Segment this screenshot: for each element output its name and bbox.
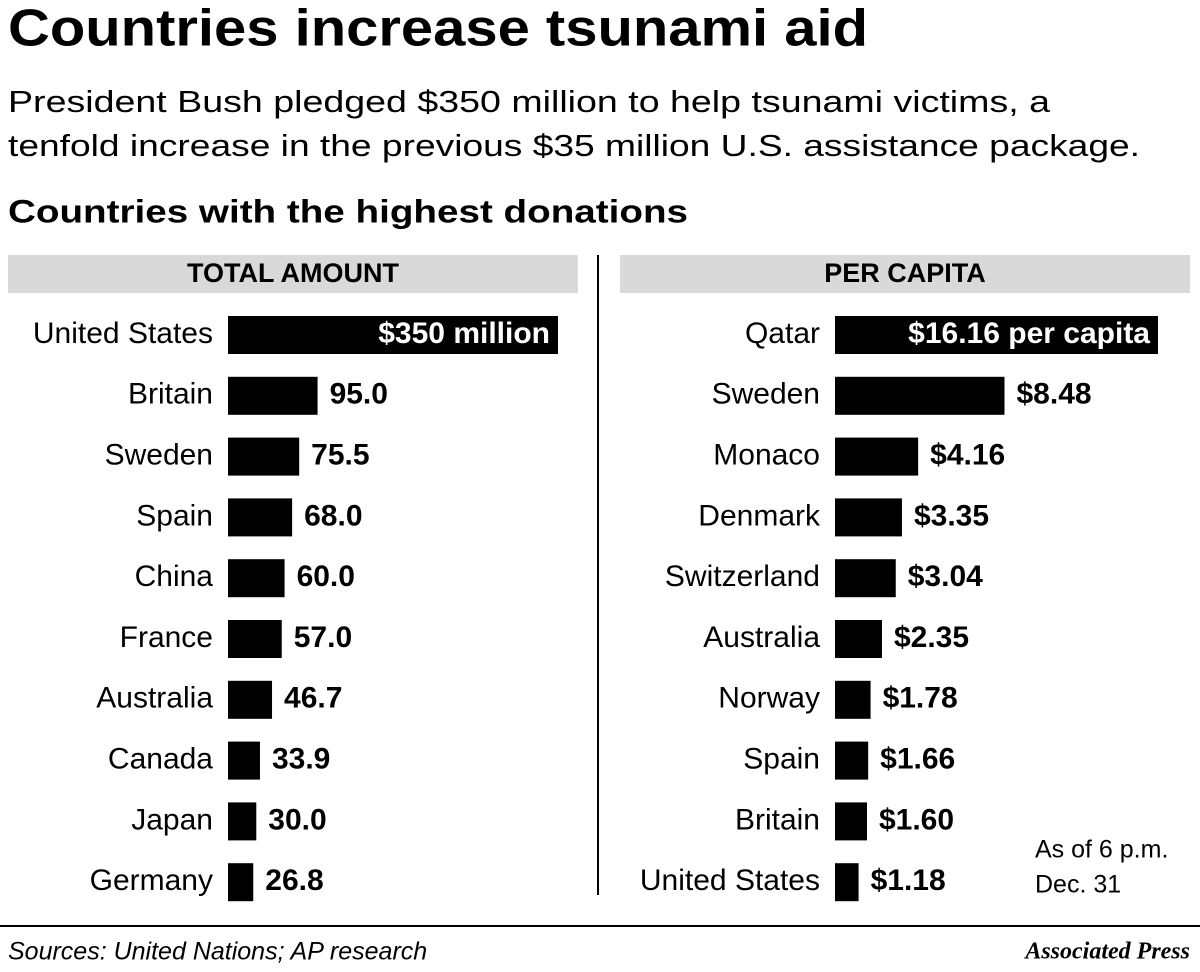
bar: [835, 680, 871, 719]
value-label: 57.0: [294, 621, 352, 654]
bar: [835, 498, 902, 537]
bar: [228, 802, 257, 841]
value-label: 46.7: [284, 682, 342, 715]
category-label: Britain: [735, 803, 820, 836]
value-label: 30.0: [268, 803, 326, 836]
heading: Countries with the highest donations: [8, 193, 688, 229]
bar: [835, 802, 867, 841]
category-label: Spain: [743, 743, 820, 776]
category-label: Norway: [718, 682, 820, 715]
category-label: Australia: [96, 682, 213, 715]
category-label: Switzerland: [665, 560, 820, 593]
credit: Associated Press: [1023, 939, 1190, 965]
note-line: Dec. 31: [1035, 871, 1121, 899]
category-label: Germany: [90, 864, 213, 897]
category-label: United States: [33, 317, 213, 350]
source: Sources: United Nations; AP research: [8, 938, 427, 966]
value-label: $4.16: [930, 439, 1005, 472]
category-label: Canada: [108, 743, 213, 776]
value-label: $1.18: [871, 864, 946, 897]
bar: [835, 437, 919, 476]
category-label: Australia: [703, 621, 820, 654]
value-label: 68.0: [304, 499, 362, 532]
category-label: Spain: [136, 499, 213, 532]
value-label: 26.8: [265, 864, 323, 897]
panel-header: [620, 255, 1190, 293]
category-label: Sweden: [712, 378, 820, 411]
category-label: Japan: [131, 803, 213, 836]
category-label: Britain: [128, 378, 213, 411]
bar: [228, 680, 273, 719]
bar: [228, 376, 318, 415]
category-label: Monaco: [713, 439, 820, 472]
category-label: Denmark: [698, 499, 821, 532]
bar: [228, 741, 260, 780]
bar: [228, 620, 282, 658]
value-label: $1.66: [880, 743, 955, 776]
bar: [835, 741, 869, 780]
value-label: 75.5: [311, 439, 369, 472]
bar: [835, 863, 859, 902]
value-label: 33.9: [272, 743, 330, 776]
panel-header: [8, 255, 578, 293]
value-label: 60.0: [297, 560, 355, 593]
bar: [228, 559, 285, 598]
value-label: $16.16 per capita: [908, 317, 1150, 350]
bar: [835, 620, 882, 658]
panel-title: PER CAPITA: [824, 258, 986, 288]
value-label: $1.78: [883, 682, 958, 715]
bar: [835, 376, 1005, 415]
category-label: France: [120, 621, 213, 654]
bar: [228, 863, 254, 902]
category-label: Sweden: [105, 439, 213, 472]
value-label: 95.0: [330, 378, 388, 411]
bar: [835, 559, 896, 598]
category-label: China: [135, 560, 214, 593]
value-label: $1.60: [879, 803, 954, 836]
subtitle-line: President Bush pledged $350 million to h…: [8, 84, 1051, 119]
note-line: As of 6 p.m.: [1035, 836, 1168, 864]
bar: [228, 498, 293, 537]
value-label: $2.35: [894, 621, 969, 654]
value-label: $350 million: [378, 317, 550, 350]
value-label: $3.35: [914, 499, 989, 532]
panel-title: TOTAL AMOUNT: [187, 258, 399, 288]
category-label: United States: [640, 864, 820, 897]
category-label: Qatar: [745, 317, 820, 350]
bar: [835, 316, 1158, 354]
value-label: $8.48: [1016, 378, 1091, 411]
bar: [228, 437, 300, 476]
bar: [228, 316, 558, 354]
title: Countries increase tsunami aid: [8, 0, 868, 58]
subtitle-line: tenfold increase in the previous $35 mil…: [8, 128, 1140, 163]
value-label: $3.04: [908, 560, 983, 593]
